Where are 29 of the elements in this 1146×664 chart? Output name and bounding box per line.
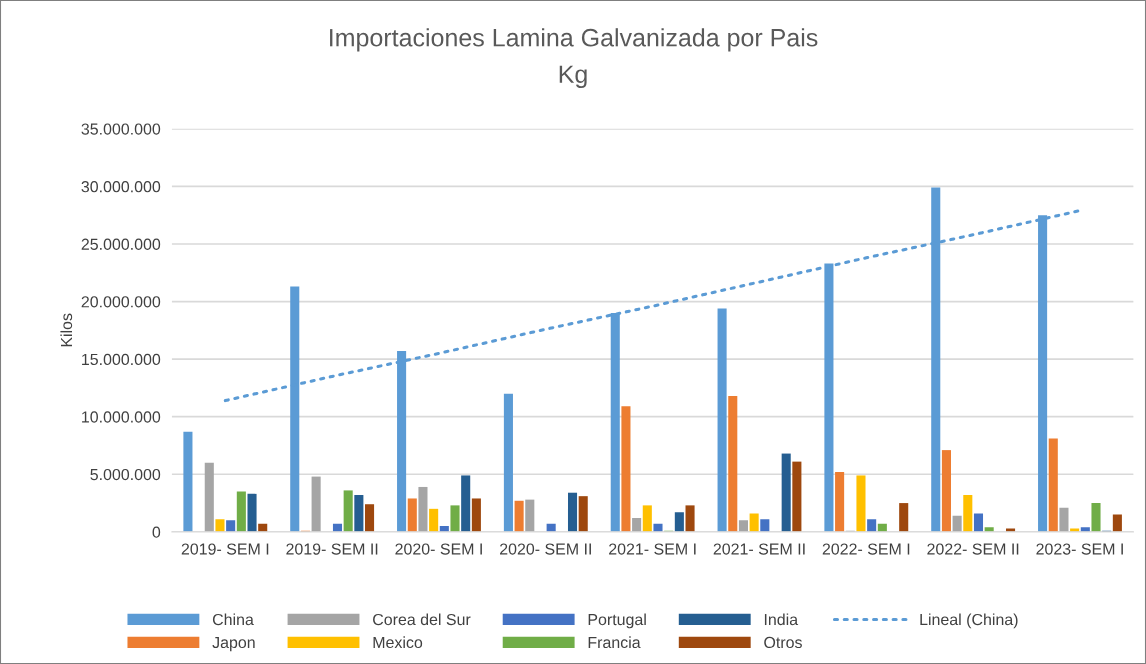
legend-label: Francia (588, 636, 641, 649)
x-tick-label: 2022- SEM I (822, 543, 910, 555)
x-tick-label: 2020- SEM II (500, 543, 591, 555)
x-tick-label: 2023- SEM I (1036, 543, 1123, 555)
legend-label: Japon (212, 636, 255, 652)
y-tick-label: 25.000.000 (81, 238, 161, 250)
x-tick-label: 2021- SEM I (609, 543, 696, 555)
y-tick-label: 0 (152, 526, 161, 538)
y-tick-label: 15.000.000 (82, 353, 161, 366)
y-tick-label: 20.000.000 (81, 296, 161, 308)
x-tick-label: 2021- SEM II (713, 543, 805, 555)
chart-subtitle: Kg (559, 65, 587, 89)
y-tick-label: 5.000.000 (90, 468, 161, 481)
y-tick-label: 30.000.000 (81, 181, 161, 193)
x-tick-label: 2020- SEM I (395, 543, 482, 555)
legend-label: Mexico (373, 636, 423, 649)
x-tick-label: 2019- SEM I (181, 543, 269, 555)
legend-label: Lineal (China) (920, 613, 1018, 629)
y-tick-label: 35.000.000 (81, 123, 161, 135)
y-axis-title: Kilos (60, 313, 73, 347)
x-tick-label: 2022- SEM II (927, 543, 1019, 555)
legend-label: Portugal (588, 613, 646, 629)
legend-label: China (212, 613, 254, 626)
legend-label: Otros (764, 636, 802, 649)
legend-label: India (764, 613, 799, 626)
y-tick-label: 10.000.000 (82, 411, 161, 423)
legend-label: Corea del Sur (373, 613, 471, 626)
chart-title: Importaciones Lamina Galvanizada por Pais (330, 28, 818, 52)
x-tick-label: 2019- SEM II (286, 543, 378, 555)
